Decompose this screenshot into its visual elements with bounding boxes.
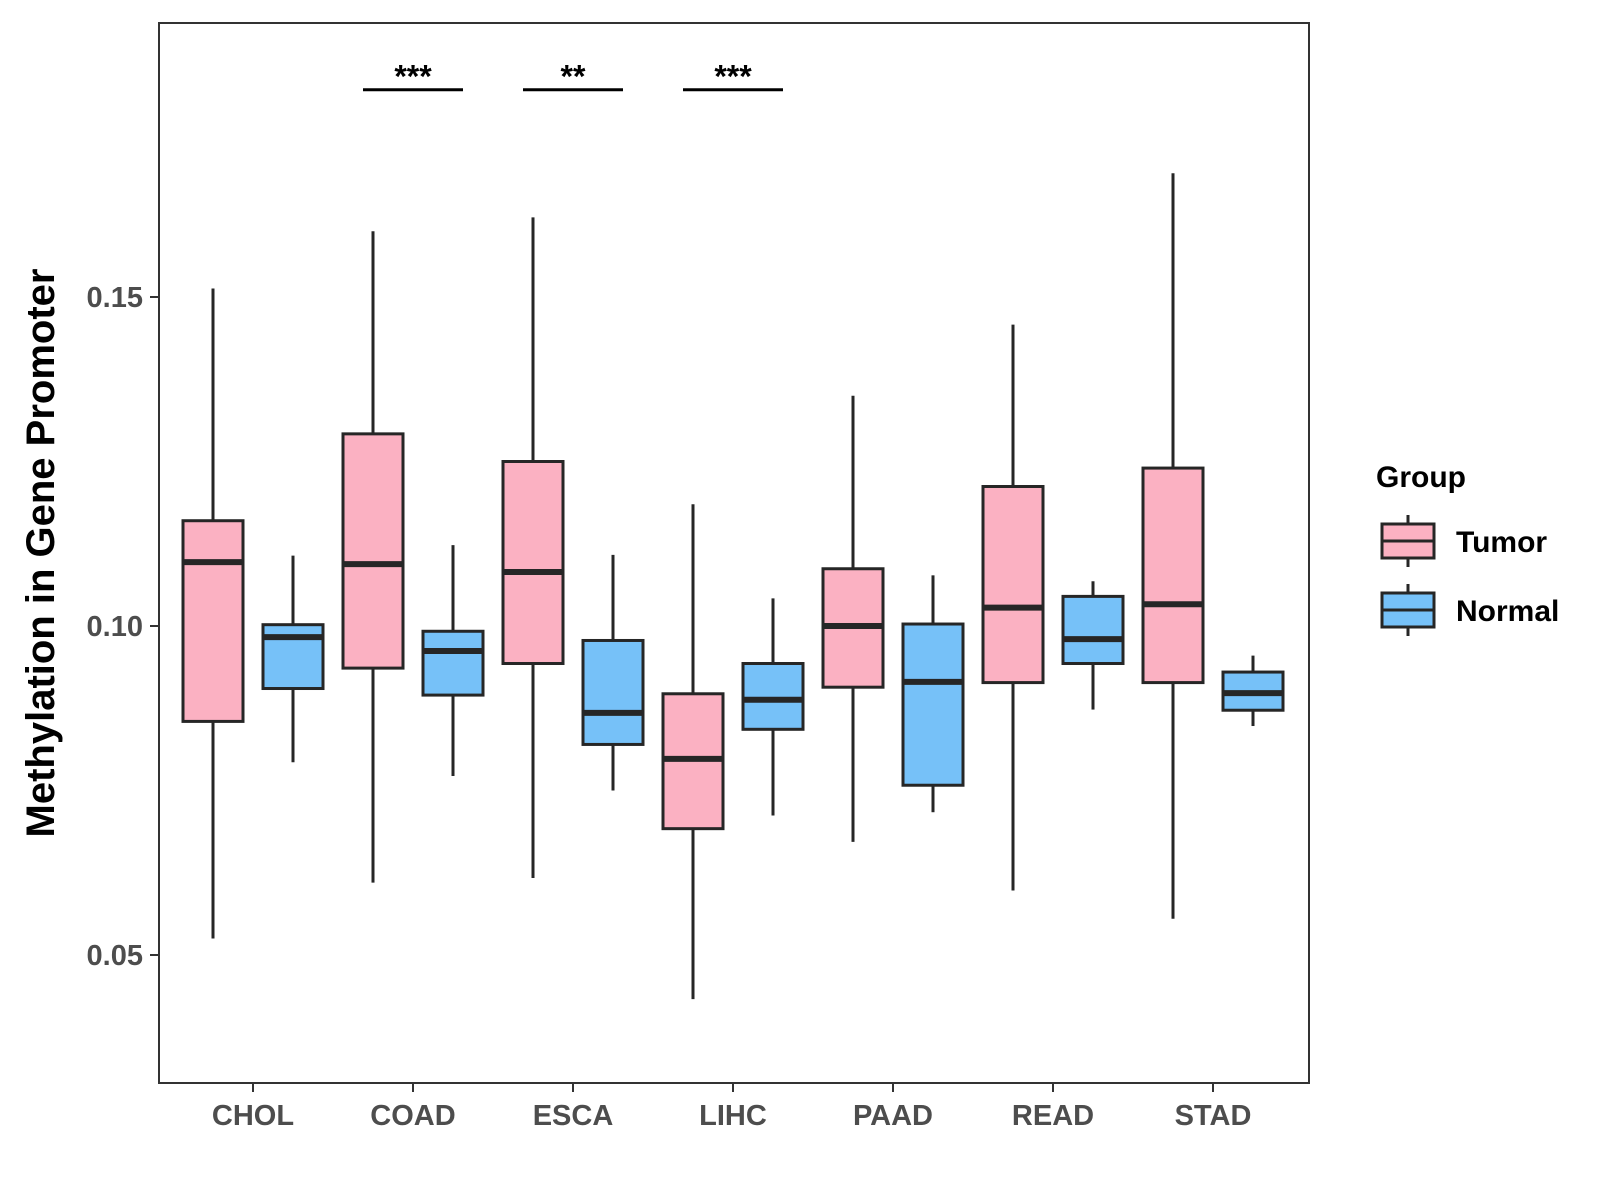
x-tick-label: ESCA bbox=[533, 1100, 614, 1132]
box-iqr bbox=[741, 662, 805, 731]
x-tick-label: STAD bbox=[1175, 1100, 1252, 1132]
box-iqr bbox=[181, 519, 245, 723]
y-tick-label: 0.05 bbox=[87, 940, 143, 972]
box-series bbox=[181, 173, 1285, 1000]
plot-panel bbox=[158, 22, 1310, 1084]
legend-label: Normal bbox=[1456, 595, 1559, 628]
x-tick-label: CHOL bbox=[212, 1100, 294, 1132]
legend-title: Group bbox=[1376, 461, 1466, 494]
x-tick-label: LIHC bbox=[699, 1100, 767, 1132]
legend-label: Tumor bbox=[1456, 526, 1547, 559]
box-normal-chol bbox=[261, 555, 325, 763]
x-tick-label: PAAD bbox=[853, 1100, 933, 1132]
box-tumor-chol bbox=[181, 288, 245, 939]
significance-label: *** bbox=[394, 59, 432, 95]
x-tick-label: COAD bbox=[370, 1100, 455, 1132]
box-tumor-coad bbox=[341, 231, 405, 883]
box-normal-stad bbox=[1221, 655, 1285, 727]
significance-label: *** bbox=[714, 59, 752, 95]
y-axis-title: Methylation in Gene Promoter bbox=[19, 269, 63, 838]
legend: Group Tumor Normal bbox=[1376, 461, 1559, 636]
y-tick-label: 0.10 bbox=[87, 611, 143, 643]
box-normal-lihc bbox=[741, 598, 805, 816]
x-tick-label: READ bbox=[1012, 1100, 1094, 1132]
box-tumor-read bbox=[981, 324, 1045, 891]
y-axis: 0.05 0.10 0.15 bbox=[87, 282, 159, 972]
box-iqr bbox=[341, 432, 405, 670]
box-iqr bbox=[1061, 594, 1125, 666]
x-axis: CHOL COAD ESCA LIHC PAAD READ STAD bbox=[212, 1083, 1251, 1132]
significance-annotations: *** ** *** bbox=[363, 59, 783, 95]
box-normal-coad bbox=[421, 545, 485, 777]
box-iqr bbox=[421, 629, 485, 697]
significance-label: ** bbox=[561, 59, 586, 95]
box-iqr bbox=[981, 485, 1045, 685]
box-tumor-lihc bbox=[661, 504, 725, 1000]
y-tick-label: 0.15 bbox=[87, 282, 143, 314]
box-normal-esca bbox=[581, 554, 645, 791]
box-iqr bbox=[901, 622, 965, 787]
box-iqr bbox=[581, 638, 645, 746]
box-tumor-esca bbox=[501, 217, 565, 879]
legend-key-tumor bbox=[1380, 515, 1436, 567]
legend-key-normal bbox=[1380, 584, 1436, 636]
box-tumor-stad bbox=[1141, 173, 1205, 919]
box-tumor-paad bbox=[821, 395, 885, 842]
box-normal-read bbox=[1061, 581, 1125, 710]
box-iqr bbox=[501, 460, 565, 666]
box-normal-paad bbox=[901, 575, 965, 813]
box-iqr bbox=[1141, 466, 1205, 685]
